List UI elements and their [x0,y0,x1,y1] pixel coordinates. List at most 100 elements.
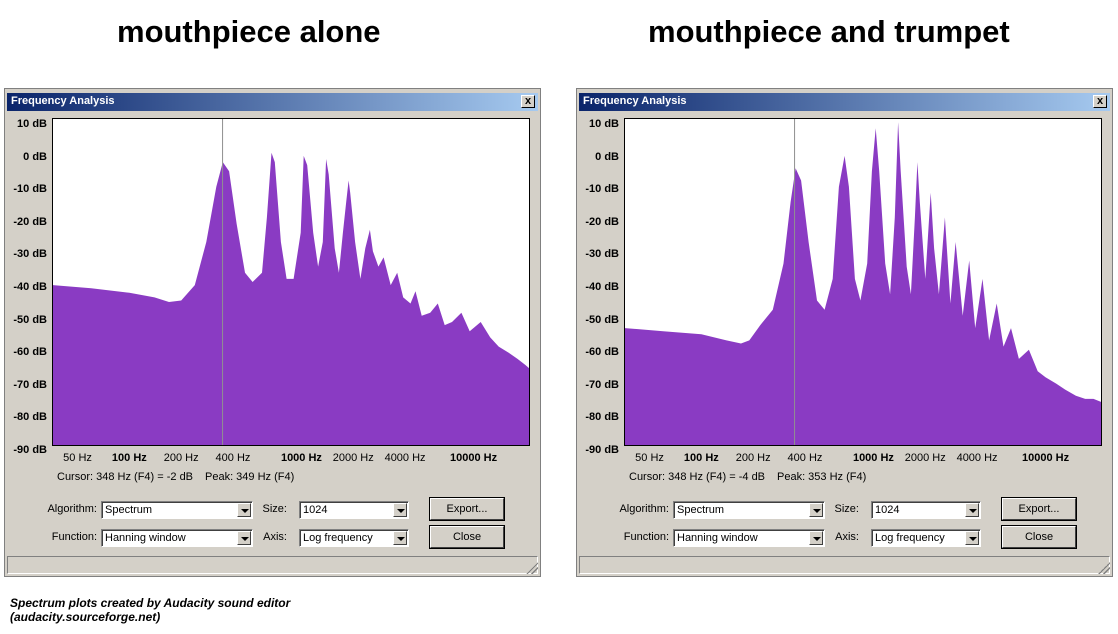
algorithm-value: Spectrum [105,504,153,516]
algorithm-label: Algorithm: [619,503,669,515]
function-value: Hanning window [105,532,186,544]
y-tick-label: -70 dB [585,378,619,391]
axis-label: Axis: [263,531,287,543]
y-tick-label: -70 dB [13,378,47,391]
algorithm-label: Algorithm: [47,503,97,515]
spectrum-svg [625,119,1101,445]
y-tick-label: -50 dB [13,313,47,326]
y-tick-label: -40 dB [13,281,47,293]
spectrum-svg [53,119,529,445]
y-tick-label: 10 dB [17,118,47,130]
x-tick-label: 4000 Hz [956,452,998,464]
x-tick-label: 2000 Hz [904,452,946,464]
y-tick-label: -60 dB [13,346,47,359]
y-tick-label: -10 dB [585,183,619,196]
x-tick-label: 400 Hz [787,452,823,464]
size-label: Size: [262,503,287,515]
chevron-down-icon[interactable] [809,531,823,545]
close-icon[interactable]: x [521,95,535,108]
chevron-down-icon[interactable] [393,503,407,517]
resize-grip-icon[interactable] [526,562,538,574]
close-button[interactable]: Close [429,525,505,549]
size-select[interactable]: 1024 [299,501,409,519]
y-tick-label: -20 dB [585,215,619,228]
heading-left: mouthpiece alone [117,14,381,49]
chevron-down-icon[interactable] [237,531,251,545]
chevron-down-icon[interactable] [965,503,979,517]
spectrum-area [625,122,1101,445]
x-tick-label: 50 Hz [63,452,92,464]
y-tick-label: -30 dB [13,248,47,261]
cursor-readout: Cursor: 348 Hz (F4) = -4 dB [629,471,766,483]
y-tick-label: -50 dB [585,313,619,326]
function-select[interactable]: Hanning window [101,529,253,547]
size-label: Size: [834,503,859,515]
size-value: 1024 [875,504,900,516]
spectrum-plot[interactable] [52,118,530,446]
y-tick-label: -80 dB [13,411,47,424]
function-label: Function: [623,531,669,543]
y-tick-label: 10 dB [589,118,619,130]
x-tick-label: 50 Hz [635,452,664,464]
spectrum-plot[interactable] [624,118,1102,446]
x-tick-label: 400 Hz [215,452,251,464]
x-tick-label: 4000 Hz [384,452,426,464]
status-bar [579,556,1110,574]
spectrum-area [53,152,529,445]
axis-value: Log frequency [875,532,945,544]
y-tick-label: -10 dB [13,183,47,196]
y-tick-label: 0 dB [595,150,619,163]
footer-line-1: Spectrum plots created by Audacity sound… [10,596,291,610]
y-tick-label: -60 dB [585,346,619,359]
export-button[interactable]: Export... [429,497,505,521]
title-bar[interactable]: Frequency Analysis x [7,93,538,111]
close-icon[interactable]: x [1093,95,1107,108]
window-title: Frequency Analysis [11,95,115,107]
x-tick-label: 1000 Hz [852,452,894,464]
y-tick-label: -90 dB [585,444,619,456]
x-tick-label: 200 Hz [163,452,199,464]
status-bar [7,556,538,574]
y-tick-label: -90 dB [13,444,47,456]
x-tick-label: 100 Hz [683,452,719,464]
size-value: 1024 [303,504,328,516]
chevron-down-icon[interactable] [965,531,979,545]
peak-readout: Peak: 349 Hz (F4) [205,471,295,483]
y-tick-label: -40 dB [585,281,619,293]
window-title: Frequency Analysis [583,95,687,107]
footer-credit: Spectrum plots created by Audacity sound… [10,596,290,624]
algorithm-select[interactable]: Spectrum [101,501,253,519]
cursor-readout: Cursor: 348 Hz (F4) = -2 dB [57,471,194,483]
y-tick-label: -20 dB [13,215,47,228]
algorithm-value: Spectrum [677,504,725,516]
peak-readout: Peak: 353 Hz (F4) [777,471,867,483]
export-button[interactable]: Export... [1001,497,1077,521]
frequency-analysis-window-right: Frequency Analysis x 10 dB 0 dB -10 dB -20 dB… [576,88,1113,577]
chevron-down-icon[interactable] [809,503,823,517]
y-tick-label: 0 dB [23,150,47,163]
close-button[interactable]: Close [1001,525,1077,549]
resize-grip-icon[interactable] [1098,562,1110,574]
heading-right: mouthpiece and trumpet [648,14,1010,49]
function-label: Function: [51,531,97,543]
axis-value: Log frequency [303,532,373,544]
x-tick-label: 10000 Hz [1022,452,1070,464]
y-tick-label: -30 dB [585,248,619,261]
size-select[interactable]: 1024 [871,501,981,519]
title-bar[interactable]: Frequency Analysis x [579,93,1110,111]
footer-line-2: (audacity.sourceforge.net) [10,610,161,624]
chevron-down-icon[interactable] [237,503,251,517]
function-value: Hanning window [677,532,758,544]
x-tick-label: 10000 Hz [450,452,498,464]
x-tick-label: 100 Hz [111,452,147,464]
algorithm-select[interactable]: Spectrum [673,501,825,519]
x-tick-label: 200 Hz [735,452,771,464]
y-tick-label: -80 dB [585,411,619,424]
axis-select[interactable]: Log frequency [299,529,409,547]
function-select[interactable]: Hanning window [673,529,825,547]
axis-label: Axis: [835,531,859,543]
chevron-down-icon[interactable] [393,531,407,545]
frequency-analysis-window-left: Frequency Analysis x 10 dB 0 dB -10 dB -20 dB… [4,88,541,577]
x-tick-label: 2000 Hz [332,452,374,464]
axis-select[interactable]: Log frequency [871,529,981,547]
